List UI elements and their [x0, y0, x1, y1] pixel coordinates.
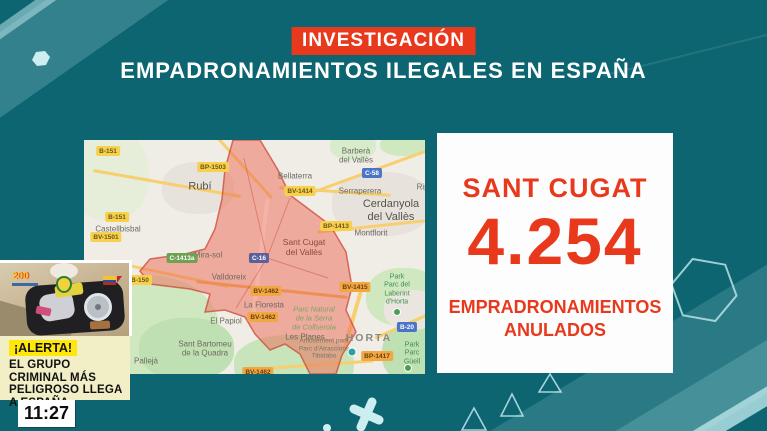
map-town-label: Sant Cugat del Vallès [282, 236, 326, 257]
road-badge: C-58 [361, 168, 383, 178]
map-panel: Rubí Castellbisbal Bellaterra Barberà del V… [84, 140, 425, 374]
map-town-label: Valldoreix [211, 272, 247, 282]
alert-text-line: PELIGROSO LLEGA [9, 384, 123, 396]
road-badge: BV-1462 [250, 286, 282, 296]
road-badge: B-151 [105, 212, 129, 222]
plus-icon [349, 397, 384, 431]
road-badge: BP-1413 [320, 221, 352, 231]
map-town-label: Ripollet [416, 182, 425, 192]
park-area [330, 140, 376, 160]
stats-label: EMPRADRONAMIENTOS ANULADOS [448, 297, 662, 340]
map-town-label: La Floresta [243, 300, 285, 310]
road-badge: BV-1462 [242, 367, 274, 374]
map-town-label: Rubí [188, 180, 212, 193]
map-town-label: Amusement park Parc d'Atraccions Tibidab… [298, 337, 350, 360]
park-icon [393, 308, 401, 316]
timestamp: 11:27 [18, 400, 75, 427]
map-town-label: Barberà del Vallès [338, 146, 374, 165]
park-icon [404, 364, 412, 372]
road-badge: BV-1415 [339, 282, 371, 292]
map-town-label: Castellbisbal [95, 224, 141, 234]
header-kicker: INVESTIGACIÓN [291, 27, 476, 55]
dot-icon [323, 424, 331, 431]
policia-nacional-200-logo: 200 [12, 271, 38, 286]
map-town-label: Park Parc Güell [403, 341, 421, 366]
evidence-item [89, 320, 111, 330]
map-town-label: El Papiol [210, 316, 242, 326]
alert-text-line: CRIMINAL MÁS [9, 371, 97, 384]
video-thumbnail: 200 [0, 260, 132, 336]
road-badge: BV-1501 [90, 232, 122, 242]
alert-panel: ¡ALERTA! EL GRUPO CRIMINAL MÁS PELIGROSO L… [0, 336, 130, 409]
police-badge-logo [56, 276, 72, 293]
road-badge: C-16 [248, 253, 270, 263]
stats-city: SANT CUGAT [462, 173, 648, 203]
map-town-label: Mira-sol [193, 250, 223, 260]
map-town-label: Sant Bartomeu de la Quadra [178, 339, 232, 358]
evidence-disc [84, 293, 112, 321]
road-badge: B-20 [396, 322, 418, 332]
road-badge: BP-1417 [361, 351, 393, 361]
map-town-label: HORTA [345, 331, 393, 344]
map-town-label: Park Parc del Laberint d'Horta [384, 273, 410, 306]
road-badge: BV-1414 [284, 186, 316, 196]
road-badge: B-150 [128, 275, 152, 285]
amusement-park-pin [347, 347, 357, 357]
map-town-label: Les Planes [285, 332, 325, 342]
alert-text-line: EL GRUPO [9, 359, 71, 371]
road-badge: BV-1462 [247, 312, 279, 322]
map-town-label: Parc Natural de la Serra de Collserola [292, 304, 336, 332]
stats-card: SANT CUGAT 4.254 EMPRADRONAMIENTOS ANULA… [437, 133, 673, 373]
stats-value: 4.254 [467, 204, 643, 278]
thumbnail-object [50, 263, 78, 279]
map-town-label: Serraperera [338, 186, 382, 196]
map-town-label: Cerdanyola del Vallès [362, 198, 420, 223]
road-badge: BP-1503 [197, 162, 229, 172]
park-area [139, 318, 234, 374]
park-area [380, 140, 425, 156]
road-badge: C-1413a [166, 253, 198, 263]
alert-badge: ¡ALERTA! [9, 340, 78, 356]
road-badge: B-151 [96, 146, 120, 156]
headline: EMPADRONAMIENTOS ILEGALES EN ESPAÑA [120, 58, 647, 83]
triangle-icon [460, 406, 488, 431]
map-town-label: Montflorit [354, 228, 388, 238]
map-town-label: Pallejà [133, 356, 159, 366]
map-town-label: Bellaterra [277, 171, 313, 181]
colombia-flag-icon [103, 276, 122, 285]
